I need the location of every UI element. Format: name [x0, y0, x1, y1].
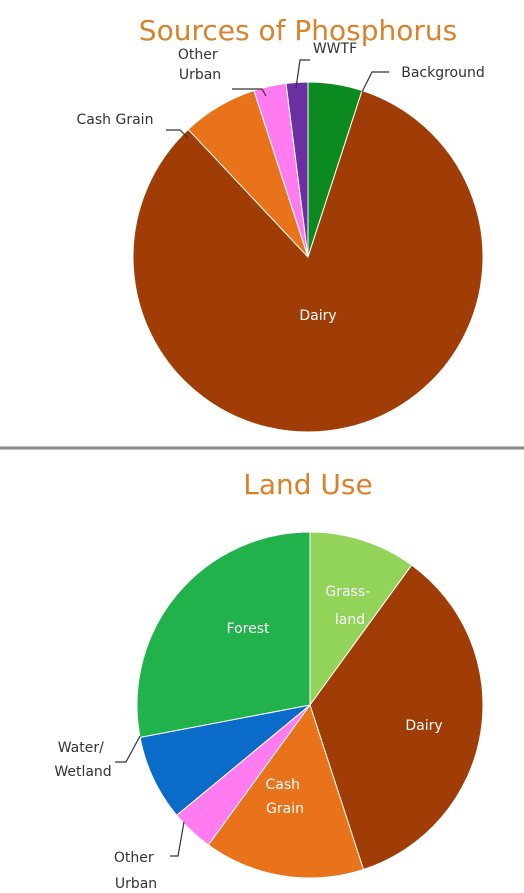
land-use-labels: Forest Grass- land Dairy Cash Grain Wate… [54, 584, 442, 892]
leader-cash-grain-1 [166, 129, 189, 139]
label-other-urban-2: Other Urban [114, 850, 158, 892]
label-water-2-line1: Water/ [58, 740, 104, 756]
label-cash-grain-2: Cash Grain [266, 777, 305, 817]
leader-water-2 [115, 735, 141, 763]
label-grassland-2: Grass- land [325, 584, 374, 628]
land-use-slice-forest [136, 531, 311, 739]
phosphorus-leaders [166, 59, 389, 139]
label-grassland-2-line1: Grass- [325, 584, 370, 600]
leader-wwtf-1 [295, 59, 310, 89]
leader-other-urban-1 [232, 88, 267, 97]
label-wwtf-1: WWTF [313, 41, 357, 57]
phosphorus-labels: Other Urban WWTF Background Cash Grain D… [77, 41, 485, 324]
label-forest-2: Forest [227, 621, 270, 637]
label-other-urban-2-line1: Other [114, 850, 154, 866]
chart-title-land-use: Land Use [243, 468, 373, 501]
land-use-slice-dairy [309, 564, 484, 871]
phosphorus-pie [132, 81, 484, 433]
label-dairy-1: Dairy [299, 308, 336, 324]
label-cash-grain-2-line2: Grain [266, 801, 304, 817]
chart-title-phosphorus: Sources of Phosphorus [139, 14, 457, 47]
leader-background-1 [361, 71, 389, 93]
land-use-pie-chart: Land Use Forest Grass- land Dairy Cash G… [54, 468, 484, 892]
phosphorus-slice-dairy [132, 89, 484, 433]
land-use-leaders [115, 735, 185, 857]
leader-other-urban-2 [170, 821, 185, 857]
label-dairy-2: Dairy [405, 718, 442, 734]
label-other-urban-1-line2: Urban [179, 67, 221, 83]
land-use-slice-cash-grain [207, 703, 365, 879]
label-water-2-line2: Wetland [54, 764, 111, 780]
label-background-1: Background [401, 65, 485, 81]
label-grassland-2-line2: land [335, 612, 365, 628]
label-other-urban-1-line1: Other [178, 47, 218, 63]
label-water-2: Water/ Wetland [54, 740, 111, 780]
land-use-pie [136, 531, 484, 879]
label-cash-grain-2-line1: Cash [266, 777, 301, 793]
phosphorus-pie-chart: Sources of Phosphorus Other Urban WWTF B… [77, 14, 485, 433]
label-other-urban-2-line2: Urban [115, 876, 157, 892]
label-other-urban-1: Other Urban [178, 47, 222, 83]
label-cash-grain-1: Cash Grain [77, 112, 154, 128]
land-use-slice-grass-land [309, 531, 413, 707]
